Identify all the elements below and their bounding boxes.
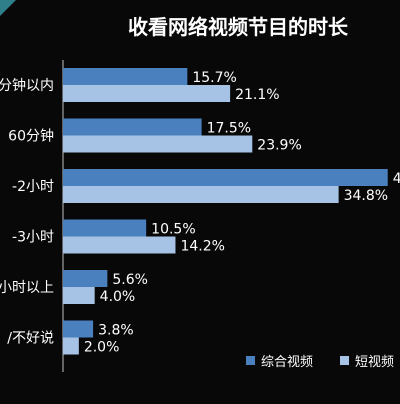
data-label-series-1: 10.5%	[151, 222, 195, 238]
bar-series-2	[63, 85, 231, 102]
category-label: 分钟以内	[0, 77, 54, 94]
bar-series-2	[63, 135, 253, 153]
category-label: 小时以上	[0, 280, 54, 296]
data-label-series-2: 34.8%	[344, 188, 388, 204]
data-label-series-1: 4	[393, 171, 400, 187]
legend-swatch-series-1	[246, 356, 255, 365]
category-label: -3小时	[12, 230, 54, 246]
data-label-series-2: 2.0%	[84, 340, 120, 356]
bar-series-1	[63, 320, 94, 338]
legend-label-series-1: 综合视频	[261, 355, 313, 370]
category-label: 60分钟	[8, 128, 54, 145]
corner-decoration	[0, 0, 16, 16]
data-label-series-1: 3.8%	[98, 323, 134, 339]
data-label-series-1: 5.6%	[112, 272, 148, 288]
data-label-series-2: 14.2%	[180, 239, 224, 255]
legend: 综合视频 短视频	[246, 355, 394, 370]
bar-series-1	[63, 169, 388, 186]
legend-label-series-2: 短视频	[355, 355, 394, 370]
bar-series-1	[63, 270, 108, 287]
data-label-series-2: 4.0%	[100, 289, 136, 305]
data-label-series-2: 21.1%	[235, 87, 279, 103]
legend-swatch-series-2	[340, 356, 349, 365]
category-label: /不好说	[7, 331, 54, 347]
category-label: -2小时	[12, 179, 54, 195]
data-label-series-1: 17.5%	[207, 121, 251, 137]
bar-series-2	[63, 236, 176, 254]
bar-series-1	[63, 118, 202, 136]
data-label-series-2: 23.9%	[257, 138, 301, 154]
bar-series-1	[63, 219, 147, 237]
bar-series-2	[63, 337, 79, 355]
bar-series-2	[63, 287, 95, 304]
bar-series-2	[63, 186, 339, 203]
chart-title: 收看网络视频节目的时长	[128, 15, 349, 39]
bar-group: 分钟以内 15.7%21.1% 60分钟 17.5% 23.9% -2小时 4 34.8% -3…	[0, 68, 400, 356]
bar-series-1	[63, 68, 188, 85]
data-label-series-1: 15.7%	[192, 70, 236, 86]
